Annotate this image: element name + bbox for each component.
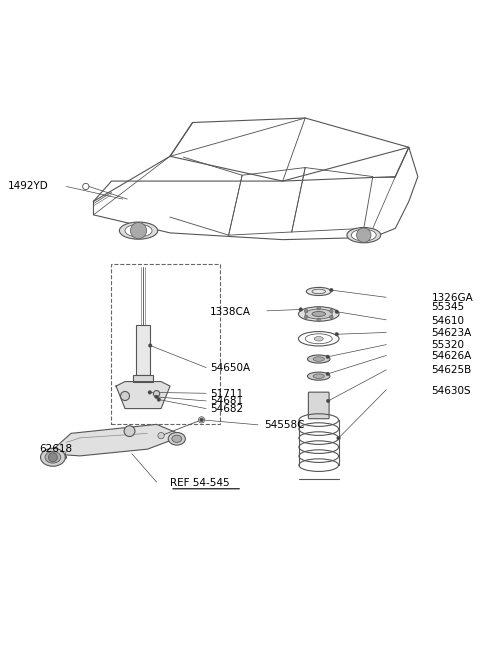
Circle shape (326, 372, 330, 376)
Ellipse shape (313, 357, 324, 362)
Circle shape (317, 307, 321, 310)
Circle shape (154, 390, 160, 397)
Ellipse shape (306, 288, 331, 295)
Bar (136, 326, 150, 375)
Circle shape (357, 228, 371, 242)
Bar (111, 265, 220, 424)
Ellipse shape (299, 307, 339, 321)
Ellipse shape (305, 309, 332, 319)
Text: 1492YD: 1492YD (8, 181, 48, 191)
Ellipse shape (347, 227, 381, 243)
Ellipse shape (120, 222, 157, 239)
Circle shape (299, 308, 302, 311)
Text: 55345: 55345 (432, 302, 465, 312)
Text: 54623A: 54623A (432, 328, 472, 339)
Circle shape (335, 310, 338, 314)
Ellipse shape (351, 229, 376, 241)
Ellipse shape (308, 372, 330, 380)
Text: REF 54-545: REF 54-545 (170, 478, 230, 488)
Circle shape (330, 315, 333, 319)
Circle shape (124, 426, 135, 436)
Ellipse shape (125, 224, 152, 237)
Text: 55320: 55320 (432, 340, 464, 350)
Ellipse shape (308, 355, 330, 363)
Text: 54630S: 54630S (432, 386, 471, 396)
Ellipse shape (45, 451, 61, 463)
Circle shape (304, 309, 308, 313)
Circle shape (317, 318, 321, 322)
Ellipse shape (313, 374, 324, 379)
Ellipse shape (299, 331, 339, 346)
Circle shape (326, 355, 330, 358)
Circle shape (155, 395, 158, 399)
Circle shape (63, 455, 67, 459)
Bar (133, 375, 153, 382)
Circle shape (120, 392, 130, 400)
Polygon shape (116, 382, 170, 409)
Circle shape (131, 223, 146, 238)
Ellipse shape (40, 448, 65, 466)
Circle shape (200, 418, 204, 422)
Circle shape (304, 315, 308, 319)
Circle shape (148, 390, 152, 394)
Text: 54558C: 54558C (264, 421, 305, 430)
Ellipse shape (168, 432, 185, 445)
Text: 54681: 54681 (211, 396, 244, 406)
Circle shape (158, 432, 164, 439)
Ellipse shape (312, 312, 325, 316)
Ellipse shape (314, 337, 323, 341)
Text: 62618: 62618 (39, 444, 72, 454)
Ellipse shape (172, 435, 182, 442)
Circle shape (330, 288, 333, 292)
Circle shape (335, 333, 338, 336)
Text: 54650A: 54650A (211, 363, 251, 373)
Text: 54610: 54610 (432, 316, 464, 326)
Text: 51711: 51711 (211, 388, 244, 399)
Circle shape (326, 399, 330, 403)
FancyBboxPatch shape (308, 392, 329, 419)
Circle shape (198, 417, 205, 423)
Text: 54626A: 54626A (432, 351, 472, 361)
Circle shape (148, 344, 152, 347)
Text: 54682: 54682 (211, 404, 244, 414)
Text: 54625B: 54625B (432, 365, 472, 375)
Circle shape (48, 453, 58, 462)
Text: 1326GA: 1326GA (432, 293, 473, 303)
Circle shape (157, 398, 161, 402)
Text: 1338CA: 1338CA (210, 307, 251, 317)
Circle shape (337, 436, 340, 440)
Polygon shape (48, 424, 183, 456)
Circle shape (330, 309, 333, 313)
